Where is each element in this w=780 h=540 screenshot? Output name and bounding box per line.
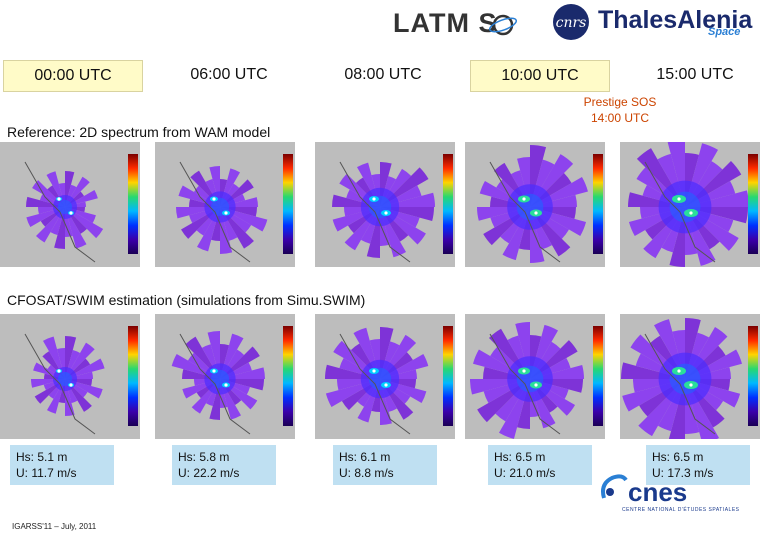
cnes-swirl-icon (601, 474, 628, 499)
coastline-line (644, 161, 716, 263)
peak-center (212, 197, 216, 201)
peak-center (522, 197, 526, 201)
peak-center (372, 197, 376, 201)
reference-title: Reference: 2D spectrum from WAM model (7, 124, 271, 140)
polar-spectrum-plot (24, 161, 104, 263)
latmos-logo: LATM S (393, 8, 498, 38)
swim-spectrum-panel-1 (0, 314, 140, 439)
time-label-1000: 10:00 UTC (470, 60, 610, 92)
prestige-note: Prestige SOS 14:00 UTC (560, 94, 680, 126)
polar-spectrum-plot (621, 318, 742, 439)
peak-center (677, 197, 681, 201)
polar-spectrum-plot (176, 161, 268, 263)
colorbar (443, 154, 453, 254)
polar-spectrum-plot (470, 322, 584, 439)
time-label-0800: 08:00 UTC (344, 66, 422, 83)
peak-center (69, 383, 73, 387)
stat-u: U: 11.7 m/s (16, 466, 77, 480)
coastline-line (179, 161, 251, 263)
time-label-1500: 15:00 UTC (656, 66, 734, 83)
stat-u: U: 8.8 m/s (339, 466, 394, 480)
footer-conference: IGARSS'11 – July, 2011 (12, 522, 97, 531)
colorbar (283, 326, 293, 426)
cnes-subtitle: CENTRE NATIONAL D'ÉTUDES SPATIALES (622, 507, 740, 513)
peak-center (57, 197, 61, 201)
swim-spectrum-panel-2 (155, 314, 295, 439)
peak-center (212, 369, 216, 373)
polar-spectrum-plot (628, 142, 749, 267)
cnrs-logo: cnrs (553, 4, 589, 40)
cnrs-logo-text: cnrs (556, 15, 587, 31)
colorbar (128, 326, 138, 426)
coastline-line (339, 333, 411, 435)
peak-center (534, 211, 538, 215)
stat-hs: Hs: 6.5 m (494, 450, 546, 464)
wam-spectrum-panel-3 (315, 142, 455, 267)
polar-spectrum-plot (325, 327, 429, 435)
peak-center (224, 211, 228, 215)
colorbar (593, 326, 603, 426)
stat-box-4: Hs: 6.5 m U: 21.0 m/s (488, 445, 592, 485)
energy-ring (58, 200, 72, 214)
wam-spectrum-panel-4 (465, 142, 605, 267)
wam-spectrum-panel-5 (620, 142, 760, 267)
coastline-line (24, 333, 96, 435)
stat-hs: Hs: 6.5 m (652, 450, 704, 464)
time-label-0000: 00:00 UTC (3, 60, 143, 92)
polar-spectrum-plot (171, 331, 265, 435)
coastline-line (489, 333, 561, 435)
stat-u: U: 22.2 m/s (178, 466, 240, 480)
swim-spectrum-panel-4 (465, 314, 605, 439)
peak-center (224, 383, 228, 387)
peak-center (69, 211, 73, 215)
colorbar (128, 154, 138, 254)
swim-spectrum-panel-3 (315, 314, 455, 439)
time-label-0600: 06:00 UTC (190, 66, 268, 83)
peak-center (384, 383, 388, 387)
colorbar (443, 326, 453, 426)
peak-center (689, 383, 693, 387)
coastline-line (179, 333, 251, 435)
coastline-line (339, 161, 411, 263)
stat-u: U: 17.3 m/s (652, 466, 714, 480)
coastline-line (644, 333, 716, 435)
stat-u: U: 21.0 m/s (494, 466, 556, 480)
latmos-orbit-icon (488, 14, 518, 36)
spectrum-sector (65, 207, 104, 239)
coastline-line (24, 161, 96, 263)
wam-spectrum-panel-1 (0, 142, 140, 267)
stat-hs: Hs: 5.8 m (178, 450, 230, 464)
cfosat-title: CFOSAT/SWIM estimation (simulations from… (7, 292, 366, 308)
thales-alenia-space-text: Space (708, 26, 741, 38)
peak-center (689, 211, 693, 215)
peak-center (522, 369, 526, 373)
stat-hs: Hs: 5.1 m (16, 450, 68, 464)
colorbar (748, 154, 758, 254)
peak-center (372, 369, 376, 373)
swim-spectrum-panel-5 (620, 314, 760, 439)
cnes-logo: cnes (628, 477, 688, 507)
polar-spectrum-plot (477, 145, 588, 263)
coastline-line (489, 161, 561, 263)
wam-spectrum-panel-2 (155, 142, 295, 267)
stat-box-1: Hs: 5.1 m U: 11.7 m/s (10, 445, 114, 485)
colorbar (748, 326, 758, 426)
polar-spectrum-plot (332, 161, 435, 263)
peak-center (677, 369, 681, 373)
stat-box-3: Hs: 6.1 m U: 8.8 m/s (333, 445, 437, 485)
prestige-line2: 14:00 UTC (590, 111, 650, 125)
peak-center (384, 211, 388, 215)
peak-center (57, 369, 61, 373)
polar-spectrum-plot (24, 333, 105, 435)
colorbar (283, 154, 293, 254)
energy-ring (58, 372, 72, 386)
prestige-line1: Prestige SOS (583, 95, 657, 109)
peak-center (534, 383, 538, 387)
colorbar (593, 154, 603, 254)
spectrum-sector (668, 379, 685, 439)
stat-hs: Hs: 6.1 m (339, 450, 391, 464)
stat-box-5: Hs: 6.5 m U: 17.3 m/s (646, 445, 750, 485)
stat-box-2: Hs: 5.8 m U: 22.2 m/s (172, 445, 276, 485)
thales-alenia-logo: ThalesAlenia (598, 6, 753, 34)
